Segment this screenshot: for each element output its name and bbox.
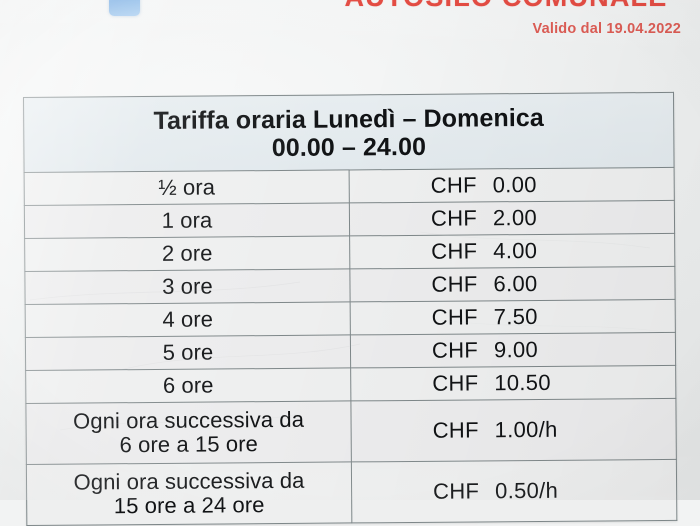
tariff-amount: 4.00: [493, 238, 538, 264]
tariff-currency: CHF: [433, 478, 480, 504]
tariff-currency: CHF: [432, 370, 479, 396]
tariff-price-cell: CHF 7.50: [350, 299, 676, 335]
sign-header: ◍◍ AUTOSILO COMUNALE Valido dal 19.04.20…: [0, 0, 700, 92]
tariff-table-header-cell: Tariffa oraria Lunedì – Domenica 00.00 –…: [23, 92, 675, 173]
valid-from-date: Valido dal 19.04.2022: [532, 21, 681, 37]
tariff-amount: 9.00: [493, 337, 539, 363]
tariff-row: 1 ora CHF 2.00: [24, 200, 675, 239]
tariff-table-header-row: Tariffa oraria Lunedì – Domenica 00.00 –…: [23, 92, 675, 173]
tariff-row: Ogni ora successiva da 15 ore a 24 ore CHF…: [26, 459, 677, 526]
parking-app-icon-glyph: ◍◍: [112, 0, 137, 2]
tariff-amount: 2.00: [492, 205, 538, 231]
tariff-currency: CHF: [430, 205, 478, 231]
tariff-duration-line1: Ogni ora successiva da: [73, 468, 305, 495]
tariff-price-inner: CHF 2.00: [425, 205, 599, 231]
tariff-row: 5 ore CHF 9.00: [25, 332, 676, 371]
tariff-price-cell: CHF 1.00/h: [350, 398, 677, 462]
tariff-duration-line1: 5 ore: [162, 339, 214, 366]
tariff-price-inner: CHF 4.00: [425, 238, 599, 264]
tariff-duration-line2: 15 ore a 24 ore: [113, 492, 265, 519]
tariff-amount: 10.50: [494, 369, 551, 396]
tariff-price-inner: CHF 6.00: [425, 271, 599, 297]
tariff-duration-line1: 6 ore: [162, 372, 214, 399]
tariff-row: 2 ore CHF 4.00: [24, 233, 675, 272]
tariff-row: 4 ore CHF 7.50: [25, 299, 676, 338]
tariff-row: 6 ore CHF 10.50: [25, 365, 676, 404]
tariff-price-cell: CHF 6.00: [349, 266, 676, 302]
tariff-duration-cell: 2 ore: [24, 235, 350, 272]
tariff-amount: 0.00: [492, 172, 537, 198]
tariff-duration-line1: 3 ore: [162, 273, 213, 300]
tariff-amount: 6.00: [493, 271, 538, 297]
tariff-price-cell: CHF 0.00: [349, 167, 675, 203]
tariff-row: ½ ora CHF 0.00: [24, 167, 675, 206]
tariff-duration-cell: 6 ore: [25, 367, 351, 404]
tariff-price-inner: CHF 0.00: [425, 172, 599, 198]
tariff-price-cell: CHF 9.00: [350, 332, 676, 368]
tariff-duration-cell: Ogni ora successiva da 6 ore a 15 ore: [25, 400, 352, 465]
tariff-duration-cell: 3 ore: [24, 268, 351, 305]
tariff-currency: CHF: [431, 304, 478, 330]
tariff-amount: 1.00/h: [494, 416, 558, 443]
parking-app-icon: ◍◍: [109, 0, 140, 16]
tariff-row: Ogni ora successiva da 6 ore a 15 ore CHF 1…: [25, 398, 677, 465]
tariff-duration-cell: ½ ora: [24, 169, 350, 206]
tariff-duration-cell: 5 ore: [25, 334, 351, 371]
tariff-currency: CHF: [431, 271, 478, 297]
tariff-price-cell: CHF 0.50/h: [351, 459, 677, 523]
tariff-duration-line1: 2 ore: [161, 240, 213, 267]
tariff-table-header-text: Tariffa oraria Lunedì – Domenica 00.00 –…: [24, 99, 673, 165]
tariff-table-container: Tariffa oraria Lunedì – Domenica 00.00 –…: [23, 91, 678, 526]
tariff-price-cell: CHF 2.00: [349, 200, 675, 236]
tariff-header-line2: 00.00 – 24.00: [271, 132, 427, 162]
tariff-amount: 7.50: [493, 304, 538, 330]
tariff-duration-line1: 1 ora: [161, 207, 213, 234]
tariff-currency: CHF: [431, 337, 479, 363]
tariff-duration-cell: Ogni ora successiva da 15 ore a 24 ore: [26, 461, 352, 526]
tariff-currency: CHF: [432, 417, 479, 443]
tariff-duration-line1: 4 ore: [162, 306, 214, 333]
tariff-price-cell: CHF 10.50: [350, 365, 676, 401]
tariff-price-inner: CHF 7.50: [426, 304, 600, 330]
tariff-currency: CHF: [431, 238, 478, 264]
sign-title: AUTOSILO COMUNALE: [330, 0, 682, 13]
tariff-duration-cell: 4 ore: [25, 301, 351, 338]
tariff-price-inner: CHF 1.00/h: [427, 416, 601, 443]
tariff-price-cell: CHF 4.00: [349, 233, 675, 269]
tariff-currency: CHF: [430, 172, 477, 198]
tariff-price-inner: CHF 10.50: [426, 369, 600, 396]
tariff-duration-cell: 1 ora: [24, 202, 350, 239]
tariff-row: 3 ore CHF 6.00: [24, 266, 676, 305]
tariff-table: Tariffa oraria Lunedì – Domenica 00.00 –…: [23, 91, 678, 526]
tariff-duration-line1: Ogni ora successiva da: [73, 407, 305, 434]
tariff-duration-line1: ½ ora: [158, 174, 216, 201]
tariff-duration-line2: 6 ore a 15 ore: [119, 431, 259, 458]
tariff-price-inner: CHF 9.00: [426, 337, 600, 363]
